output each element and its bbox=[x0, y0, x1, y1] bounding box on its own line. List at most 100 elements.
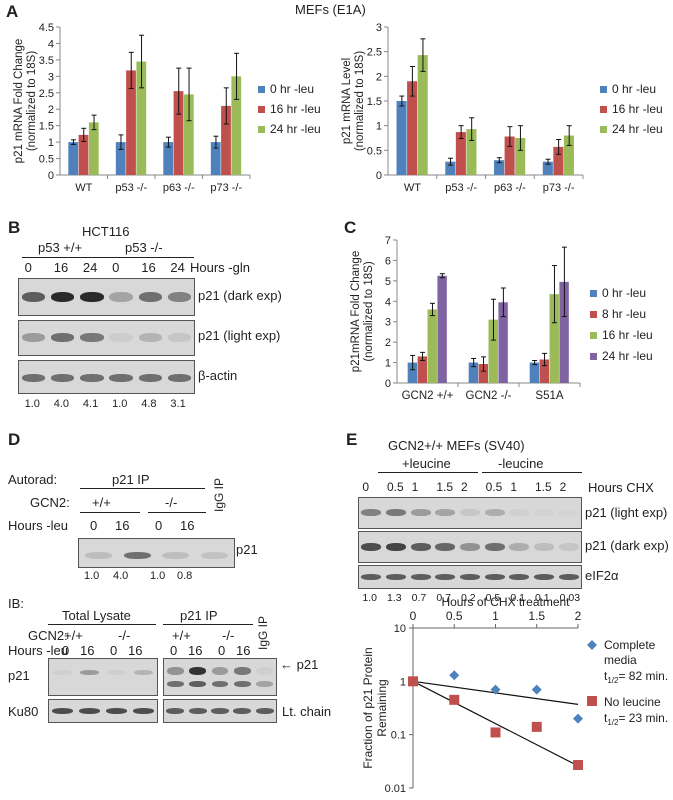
d-p21-lysate-band bbox=[107, 669, 126, 675]
d-gcn2-wt: +/+ bbox=[92, 495, 111, 510]
a2-bar-2-3 bbox=[563, 135, 574, 175]
e-xtick-label: 0.5 bbox=[446, 609, 463, 623]
b-dark-band bbox=[167, 291, 192, 302]
panel-b-title: HCT116 bbox=[82, 224, 130, 239]
b-light-band bbox=[21, 332, 46, 342]
e-half-life-complete: t1/2= 82 min. bbox=[604, 669, 668, 685]
d-wt-3: +/+ bbox=[172, 628, 191, 643]
blot-beta-actin bbox=[18, 360, 195, 394]
e-xtick-label: 2 bbox=[575, 609, 582, 623]
d-ku80-band bbox=[51, 707, 74, 714]
e-dark-band bbox=[435, 542, 456, 551]
a2-ylabel-line2: (normalized to 18S) bbox=[354, 51, 366, 152]
c-ytick-label: 0 bbox=[385, 378, 391, 390]
a2-bar-1-1 bbox=[455, 132, 466, 175]
b-light-band bbox=[138, 332, 162, 342]
c-bar-2-0 bbox=[427, 309, 437, 383]
d-q1: 4.0 bbox=[113, 570, 129, 582]
e-hour-label: 0 bbox=[362, 480, 370, 494]
d-q2: 1.0 bbox=[150, 570, 166, 582]
a2-category-label: p63 -/- bbox=[494, 182, 526, 194]
panel-label-e: E bbox=[346, 430, 358, 449]
e-label-light: p21 (light exp) bbox=[585, 505, 668, 520]
a1-bar-2-2 bbox=[183, 94, 194, 175]
c-ytick-label: 3 bbox=[385, 317, 391, 329]
d-ltchain-band bbox=[166, 707, 185, 714]
b-dark-band bbox=[51, 291, 75, 302]
e-legend-square bbox=[587, 696, 597, 706]
blot-p21-dark bbox=[18, 278, 195, 316]
panel-b-bracket-ko bbox=[108, 257, 194, 258]
e-light-band bbox=[435, 508, 456, 516]
e-quant-label: 0.2 bbox=[461, 592, 476, 604]
c-legend-swatch-3 bbox=[590, 353, 597, 360]
e-quant-label: 0.1 bbox=[535, 592, 550, 604]
c-bar-3-1 bbox=[498, 302, 508, 383]
e-xlabel: Hours of CHX treatment bbox=[441, 595, 570, 609]
e-title: GCN2+/+ MEFs (SV40) bbox=[388, 438, 525, 453]
d-h-c: 0 bbox=[110, 643, 118, 658]
a2-category-label: p53 -/- bbox=[445, 182, 477, 194]
b-actin-band bbox=[138, 373, 162, 382]
d-p21-lysate-band bbox=[80, 669, 99, 675]
e-ytick-label: 0.1 bbox=[391, 730, 406, 742]
e-dark-band bbox=[460, 542, 480, 551]
d-p21-ip-lower-band bbox=[189, 680, 206, 687]
d-hours: Hours -leu bbox=[8, 518, 68, 533]
b-dark-band bbox=[138, 291, 162, 302]
e-dark-band bbox=[386, 542, 406, 551]
e-ytick-label: 10 bbox=[394, 623, 406, 635]
d-gcn2-ko: -/- bbox=[165, 495, 178, 510]
c-legend-swatch-0 bbox=[590, 290, 597, 297]
c-bar-0-2 bbox=[529, 362, 540, 383]
panel-b-group-ko: p53 -/- bbox=[125, 240, 163, 255]
e-xtick-label: 1 bbox=[492, 609, 499, 623]
chart-a-mrna-level: 0 0.5 1 1.5 2 2.5 3 p21 mRNA Level (normalized t… bbox=[341, 22, 663, 194]
a1-ylabel-line1: p21 mRNA Fold Change bbox=[13, 39, 25, 164]
d-p21-lysate-band bbox=[53, 669, 72, 675]
a2-ytick-label: 0 bbox=[376, 170, 382, 182]
d-ltchain-band bbox=[188, 707, 207, 714]
e-light-band bbox=[534, 509, 554, 516]
b-hour-label: 0 bbox=[24, 260, 32, 275]
c-ytick-label: 5 bbox=[385, 276, 391, 288]
d-p21-ip-blot bbox=[163, 658, 277, 696]
b-actin-band bbox=[167, 373, 192, 382]
d-ko-2: -/- bbox=[118, 628, 131, 643]
d-ku80-band bbox=[78, 707, 101, 714]
e-light-band bbox=[484, 508, 505, 516]
d-ko-bracket bbox=[148, 512, 206, 513]
e-dark-band bbox=[410, 542, 431, 551]
a2-bar-0-1 bbox=[445, 161, 456, 175]
e-blot-light bbox=[358, 497, 582, 529]
e-point-square bbox=[449, 694, 460, 705]
a1-bar-0-2 bbox=[163, 142, 174, 175]
e-light-band bbox=[460, 508, 480, 516]
d-p21-ip-band bbox=[211, 666, 229, 675]
e-eif-band bbox=[410, 573, 431, 580]
e-hour-label: 0.5 bbox=[485, 480, 503, 494]
e-ylabel-line2: Remaining bbox=[375, 679, 389, 736]
d-q0: 1.0 bbox=[84, 570, 100, 582]
d-p21-lysate-band bbox=[134, 669, 153, 675]
a1-ylabel-line2: (normalized to 18S) bbox=[26, 51, 38, 152]
d-igg-2: IgG IP bbox=[256, 615, 270, 650]
e-quant-label: 0.1 bbox=[510, 592, 525, 604]
d-p21-ip-lower-band bbox=[234, 680, 251, 687]
e-legend-complete-2: media bbox=[604, 653, 637, 667]
c-legend-swatch-2 bbox=[590, 332, 597, 339]
a2-legend-swatch-0 bbox=[600, 86, 607, 93]
a2-ytick-label: 2 bbox=[376, 71, 382, 83]
a1-legend-swatch-1 bbox=[258, 106, 265, 113]
d-ltchain-band bbox=[233, 707, 252, 714]
a1-ytick-label: 3.5 bbox=[39, 55, 54, 67]
d-ltchain-band bbox=[211, 707, 229, 714]
e-label-eif: eIF2α bbox=[585, 568, 619, 583]
e-eif-band bbox=[484, 573, 505, 580]
d-gcn2: GCN2: bbox=[30, 495, 70, 510]
c-ytick-label: 7 bbox=[385, 235, 391, 247]
a1-bar-1-3 bbox=[221, 105, 231, 175]
d-ip-bracket bbox=[80, 488, 205, 489]
d-ku80-band bbox=[132, 707, 155, 714]
d-h0a: 0 bbox=[90, 518, 98, 533]
